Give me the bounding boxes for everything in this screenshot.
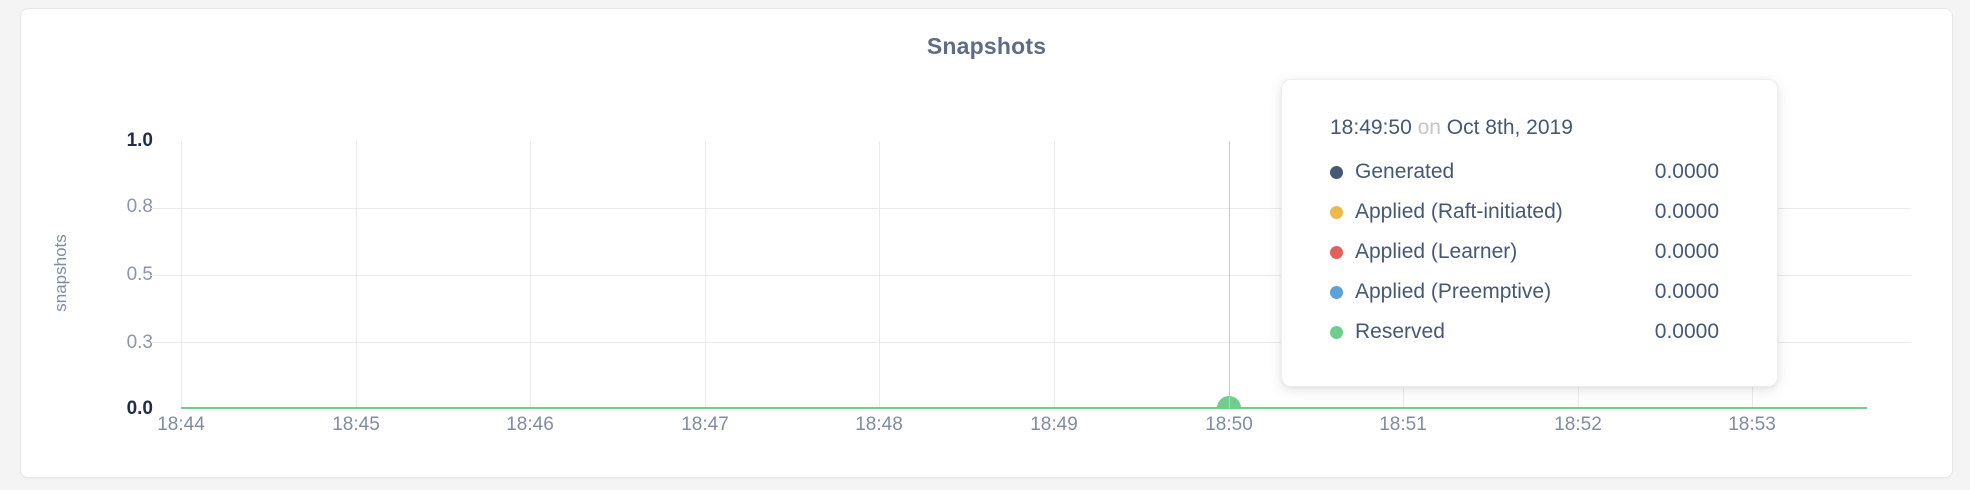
chart-card: Snapshots snapshots 1.0 0.8 0.5 0.3 0.0 [20,8,1953,478]
x-tick-label: 18:46 [506,414,554,435]
chart-title: Snapshots [926,33,1047,59]
series-value: 0.0000 [1654,200,1719,223]
x-tick-label: 18:50 [1205,414,1253,435]
y-tick-label: 0.0 [126,398,153,419]
series-label: Generated [1355,160,1455,183]
x-tick-label: 18:44 [157,414,205,435]
chart-tooltip: 18:49:50 on Oct 8th, 2019 Generated 0.00… [1281,79,1778,387]
series-color-dot [1330,325,1343,339]
tooltip-time: 18:49:50 [1330,116,1412,139]
series-label: Applied (Preemptive) [1355,280,1552,303]
y-tick-label: 1.0 [126,130,153,151]
series-value: 0.0000 [1654,320,1719,343]
y-tick-label: 0.5 [126,264,153,285]
tooltip-row: Applied (Learner) 0.0000 [1310,232,1719,272]
tooltip-row: Reserved 0.0000 [1310,312,1719,352]
series-color-dot [1330,245,1343,259]
series-color-dot [1330,205,1343,219]
x-tick-label: 18:45 [332,414,380,435]
tooltip-conjunction: on [1417,116,1441,139]
tooltip-row: Applied (Raft-initiated) 0.0000 [1310,192,1719,232]
tooltip-header: 18:49:50 on Oct 8th, 2019 [1310,116,1719,140]
series-value: 0.0000 [1654,160,1719,183]
y-tick-label: 0.8 [126,196,153,217]
x-tick-label: 18:49 [1030,414,1078,435]
tooltip-row: Applied (Preemptive) 0.0000 [1310,272,1719,312]
tooltip-row: Generated 0.0000 [1310,152,1719,192]
series-color-dot [1330,165,1343,179]
x-tick-label: 18:52 [1554,414,1602,435]
tooltip-date: Oct 8th, 2019 [1446,116,1573,139]
crosshair-line [1229,141,1230,409]
x-tick-label: 18:53 [1728,414,1776,435]
series-label: Applied (Raft-initiated) [1355,200,1563,223]
series-color-dot [1330,285,1343,299]
series-value: 0.0000 [1654,280,1719,303]
x-tick-label: 18:47 [681,414,729,435]
reserved-series-line [181,407,1867,409]
y-tick-label: 0.3 [126,332,153,353]
series-label: Applied (Learner) [1355,240,1518,263]
x-tick-label: 18:48 [855,414,903,435]
tooltip-rows: Generated 0.0000 Applied (Raft-initiated… [1310,152,1719,352]
series-label: Reserved [1355,320,1445,343]
series-value: 0.0000 [1654,240,1719,263]
x-tick-label: 18:51 [1379,414,1427,435]
